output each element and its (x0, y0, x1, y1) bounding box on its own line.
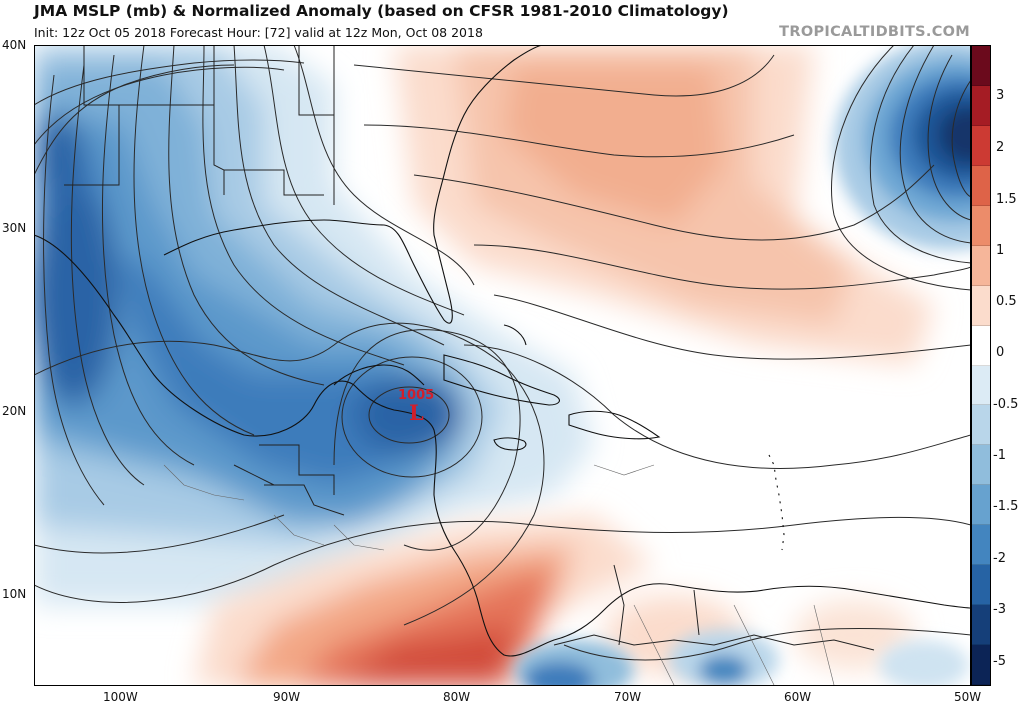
map-plot: 1005 L (34, 45, 971, 686)
colorbar-swatch (972, 365, 990, 406)
colorbar-swatch (972, 85, 990, 126)
colorbar-label: 1 (996, 243, 1005, 258)
coastlines (34, 45, 971, 657)
colorbar-label: -5 (993, 654, 1006, 669)
lat-label: 20N (2, 404, 27, 418)
colorbar-label: -1 (993, 448, 1006, 463)
colorbar-swatch (972, 205, 990, 246)
colorbar-swatch (972, 245, 990, 286)
map-title: JMA MSLP (mb) & Normalized Anomaly (base… (34, 2, 729, 20)
south-america-anomaly (514, 630, 969, 686)
colorbar-label: -3 (993, 602, 1006, 617)
lon-label: 80W (443, 690, 471, 704)
colorbar-swatch (972, 46, 990, 86)
colorbar (971, 45, 991, 686)
colorbar-label: 1.5 (996, 192, 1017, 207)
colorbar-swatch (972, 285, 990, 326)
colorbar-swatch (972, 445, 990, 486)
colorbar-swatch (972, 525, 990, 566)
colorbar-swatch (972, 405, 990, 446)
lon-label: 100W (103, 690, 138, 704)
political-boundaries (64, 45, 875, 651)
lat-label: 40N (2, 38, 27, 52)
colorbar-label: -0.5 (993, 397, 1019, 412)
lon-label: 70W (614, 690, 642, 704)
isobar-lines (34, 45, 971, 661)
lat-label: 10N (2, 587, 27, 601)
atlantic-anomaly-low (834, 45, 971, 250)
colorbar-swatch (972, 605, 990, 646)
colorbar-label: 3 (996, 88, 1005, 103)
lat-label: 30N (2, 221, 27, 235)
brand-watermark: TROPICALTIDBITS.COM (779, 24, 970, 40)
colorbar-swatch (972, 565, 990, 606)
map-subtitle: Init: 12z Oct 05 2018 Forecast Hour: [72… (34, 25, 483, 40)
lon-label: 50W (954, 690, 982, 704)
colorbar-swatch (972, 125, 990, 166)
colorbar-swatch (972, 485, 990, 526)
lon-label: 60W (784, 690, 812, 704)
colorbar-swatch (972, 165, 990, 206)
colorbar-label: -1.5 (993, 499, 1019, 514)
lon-label: 90W (273, 690, 301, 704)
colorbar-label: 0.5 (996, 294, 1017, 309)
low-pressure-center: 1005 L (398, 388, 434, 425)
colorbar-swatch (972, 325, 990, 366)
positive-anomaly-field (194, 45, 934, 686)
colorbar-label: 2 (996, 140, 1005, 155)
colorbar-swatch (972, 645, 990, 685)
colorbar-label: -2 (993, 551, 1006, 566)
low-pressure-value: 1005 (398, 388, 434, 403)
colorbar-label: 0 (996, 345, 1005, 360)
state-boundaries (163, 464, 835, 686)
low-symbol: L (409, 400, 424, 425)
